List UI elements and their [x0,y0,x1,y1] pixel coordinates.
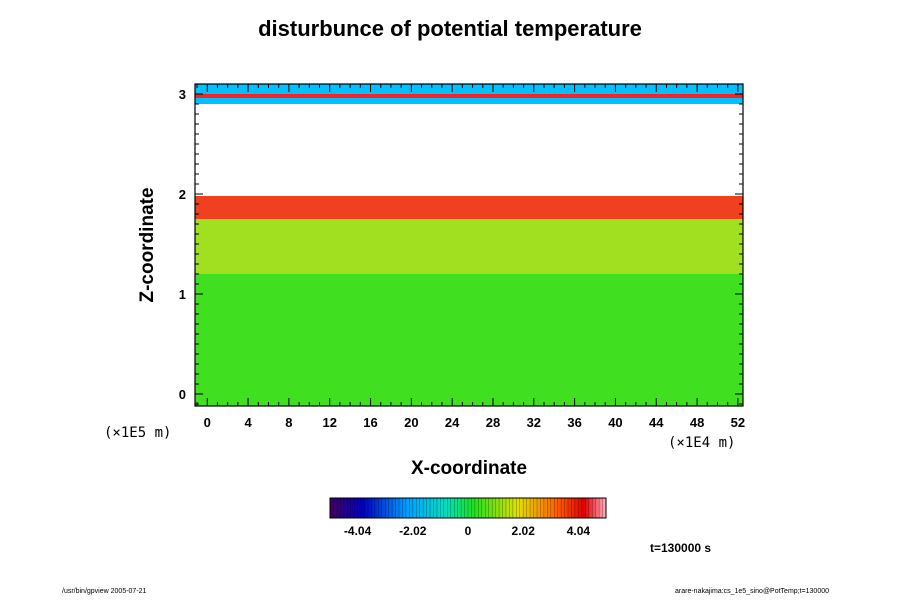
field-band-edge [195,94,743,98]
colorbar: -4.04 -2.02 0 2.02 4.04 [329,497,607,538]
x-tick-label: 20 [404,415,418,430]
x-tick-label: 48 [690,415,704,430]
x-tick-label: 16 [363,415,377,430]
x-tick-label: 40 [608,415,622,430]
x-tick-label: 28 [486,415,500,430]
x-tick-label: 44 [649,415,664,430]
plot-area [195,84,743,406]
y-axis-unit: (×1E5 m) [104,425,172,441]
x-tick-label: 12 [322,415,336,430]
x-tick-label: 0 [204,415,211,430]
field-band [195,219,743,274]
footer-left: /usr/bin/gpview 2005-07-21 [62,588,147,595]
field-band [195,104,743,196]
field-band [195,274,743,406]
y-tick-label: 0 [179,387,186,402]
colorbar-tick-label: 4.04 [567,524,591,538]
x-tick-label: 24 [445,415,460,430]
y-axis-label: Z-coordinate [137,187,158,303]
colorbar-tick-label: -4.04 [344,524,372,538]
x-tick-label: 8 [285,415,292,430]
x-tick-label: 4 [244,415,252,430]
x-tick-label: 32 [527,415,541,430]
x-axis-label: X-coordinate [410,458,528,479]
plot-frame [194,83,744,407]
field-band [195,196,743,219]
colorbar-tick-label: 0 [465,524,472,538]
y-tick-label: 3 [179,87,186,102]
x-tick-label: 52 [731,415,745,430]
chart-title: disturbunce of potential temperature [258,16,642,41]
y-tick-label: 2 [179,187,186,202]
footer-right: arare-nakajima:cs_1e5_sino@PotTemp;t=130… [675,588,830,595]
x-axis: 0 4 8 12 16 20 24 28 32 36 40 44 48 52 [196,84,745,430]
colorbar-tick-label: -2.02 [399,524,427,538]
x-axis-unit: (×1E4 m) [668,435,736,451]
colorbar-frame [329,497,607,519]
x-tick-label: 36 [567,415,581,430]
colorbar-tick-label: 2.02 [512,524,536,538]
y-tick-label: 1 [179,287,186,302]
time-label: t=130000 s [650,541,712,555]
